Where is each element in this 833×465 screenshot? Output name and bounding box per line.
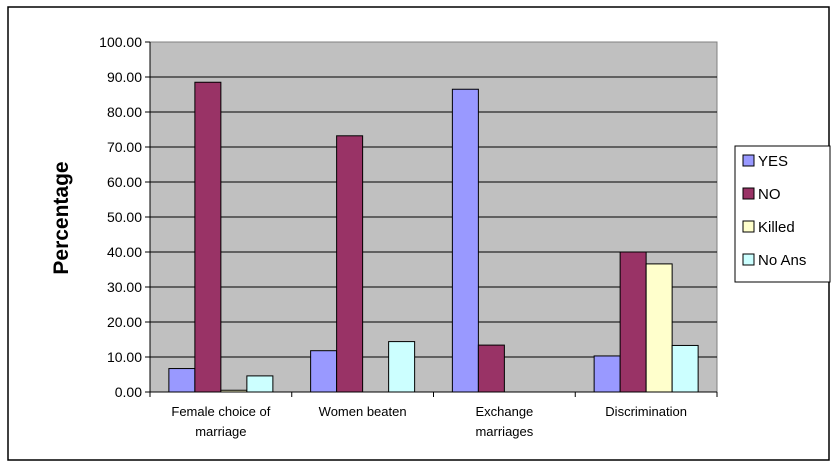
bar-no-ans: [388, 341, 416, 393]
legend-swatch: [742, 154, 755, 167]
legend-label: NO: [758, 186, 781, 203]
legend-label: Killed: [758, 219, 795, 236]
y-tick-label: 60.00: [107, 174, 142, 190]
bar-no: [336, 135, 364, 393]
y-tick-label: 100.00: [99, 34, 142, 50]
x-category-label: Discrimination: [605, 404, 687, 419]
legend-swatch: [742, 220, 755, 233]
x-category-label: marriage: [195, 424, 246, 439]
y-tick-label: 40.00: [107, 244, 142, 260]
y-tick-label: 30.00: [107, 279, 142, 295]
y-tick-label: 20.00: [107, 314, 142, 330]
y-tick-label: 70.00: [107, 139, 142, 155]
bar-killed: [645, 263, 673, 393]
bar-yes: [593, 355, 621, 393]
y-tick-label: 80.00: [107, 104, 142, 120]
x-category-label: marriages: [475, 424, 533, 439]
legend-swatch: [742, 187, 755, 200]
y-tick-label: 90.00: [107, 69, 142, 85]
x-category-label: Women beaten: [319, 404, 407, 419]
bar-yes: [451, 88, 479, 393]
bar-yes: [310, 350, 338, 393]
bar-no-ans: [246, 375, 274, 393]
bar-no: [619, 251, 647, 393]
y-tick-label: 50.00: [107, 209, 142, 225]
bar-no-ans: [671, 344, 699, 393]
legend-swatch: [742, 253, 755, 266]
bar-no: [194, 81, 222, 393]
legend: YES NO Killed No Ans: [742, 153, 806, 269]
y-tick-label: 10.00: [107, 349, 142, 365]
bar-no: [477, 344, 505, 393]
legend-label: YES: [758, 153, 788, 170]
y-axis-label: Percentage: [50, 161, 73, 274]
bar-yes: [168, 368, 196, 393]
y-tick-label: 0.00: [115, 384, 142, 400]
x-category-label: Exchange: [475, 404, 533, 419]
legend-label: No Ans: [758, 252, 806, 269]
x-category-label: Female choice of: [171, 404, 270, 419]
y-tick-labels: 0.00 10.00 20.00 30.00 40.00 50.00 60.00 70.00 8…: [99, 34, 150, 400]
x-category-labels: Female choice of marriage Women beaten Exch…: [149, 392, 718, 439]
